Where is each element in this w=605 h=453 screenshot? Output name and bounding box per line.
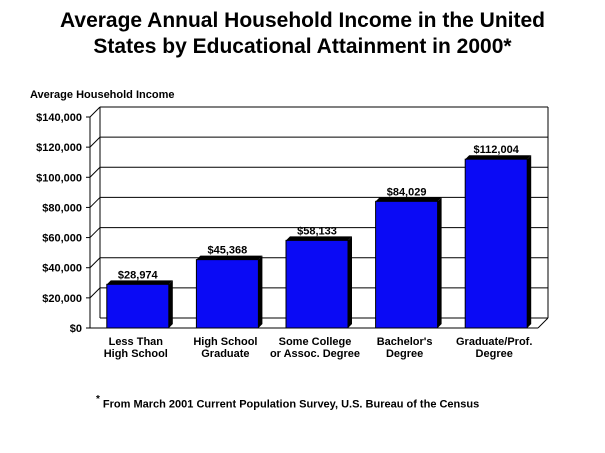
gridline-diag [89, 106, 101, 118]
bar [464, 158, 528, 329]
data-label: $45,368 [208, 245, 248, 257]
bar-top [375, 197, 442, 202]
gridline-diag [89, 197, 101, 208]
x-tick-label: Graduate/Prof. [456, 336, 532, 348]
bar-side [437, 197, 442, 328]
data-label: $112,004 [474, 144, 520, 156]
bar [106, 283, 170, 329]
gridline-diag [89, 257, 101, 269]
footnote-marker: * [96, 394, 100, 405]
y-axis-label: Average Household Income [30, 89, 175, 101]
floor-edge [537, 317, 549, 329]
x-tick-label: Bachelor's [377, 336, 433, 348]
gridline-diag [89, 166, 101, 178]
y-tick-label: $0 [70, 323, 82, 335]
x-tick-label: Some College [279, 336, 352, 348]
bar-top [196, 255, 263, 260]
bar [195, 259, 259, 329]
bar-side [168, 280, 173, 328]
x-tick-label: or Assoc. Degree [270, 348, 360, 360]
data-label: $84,029 [387, 186, 427, 198]
y-tick-label: $20,000 [42, 293, 82, 305]
bar-top [106, 280, 173, 285]
y-tick-label: $120,000 [36, 142, 82, 154]
footnote-text: From March 2001 Current Population Surve… [102, 398, 480, 411]
x-tick-label: Degree [476, 348, 513, 360]
y-tick-label: $60,000 [42, 233, 82, 245]
data-label: $28,974 [118, 269, 159, 281]
x-tick-label: High School [193, 336, 257, 348]
bar-side [348, 236, 352, 328]
data-label: $58,133 [297, 225, 337, 237]
y-tick-label: $140,000 [36, 112, 82, 124]
x-tick-label: High School [104, 348, 168, 360]
x-tick-label: Less Than [109, 336, 164, 348]
y-tick-label: $100,000 [36, 172, 82, 184]
x-tick-label: Graduate [201, 348, 249, 360]
chart-title-line-2: States by Educational Attainment in 2000… [93, 35, 512, 58]
x-tick-label: Degree [386, 348, 423, 360]
bar-side [527, 155, 532, 328]
chart-title-line-1: Average Annual Household Income in the U… [60, 9, 545, 32]
bar-top [465, 155, 532, 160]
y-tick-label: $40,000 [42, 263, 82, 275]
gridline-diag [89, 287, 101, 299]
chart-title: Average Annual Household Income in the U… [0, 8, 605, 60]
bar [285, 239, 349, 329]
gridline-diag [89, 227, 101, 238]
gridline-diag [89, 136, 101, 148]
bar-side [258, 255, 263, 328]
footnote: * From March 2001 Current Population Surv… [96, 394, 480, 411]
bar-top [286, 236, 352, 241]
y-tick-label: $80,000 [42, 202, 82, 214]
bar [375, 200, 439, 329]
